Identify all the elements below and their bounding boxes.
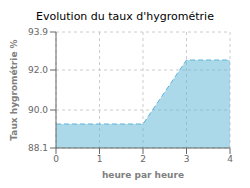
- svg-text:heure par heure: heure par heure: [102, 170, 184, 180]
- svg-text:3: 3: [184, 154, 190, 164]
- html-text:Evolution du taux d'hygrométri: Evolution du taux d'hygrométrie: [36, 10, 214, 23]
- svg-text:Taux hygrométrie %: Taux hygrométrie %: [9, 39, 19, 140]
- svg-text:93.9: 93.9: [28, 27, 48, 37]
- svg-text:92.0: 92.0: [28, 65, 48, 75]
- svg-text:90.0: 90.0: [28, 105, 48, 115]
- svg-text:1: 1: [97, 154, 103, 164]
- svg-text:88.1: 88.1: [28, 143, 48, 153]
- svg-text:2: 2: [140, 154, 146, 164]
- svg-text:0: 0: [53, 154, 59, 164]
- svg-text:4: 4: [227, 154, 233, 164]
